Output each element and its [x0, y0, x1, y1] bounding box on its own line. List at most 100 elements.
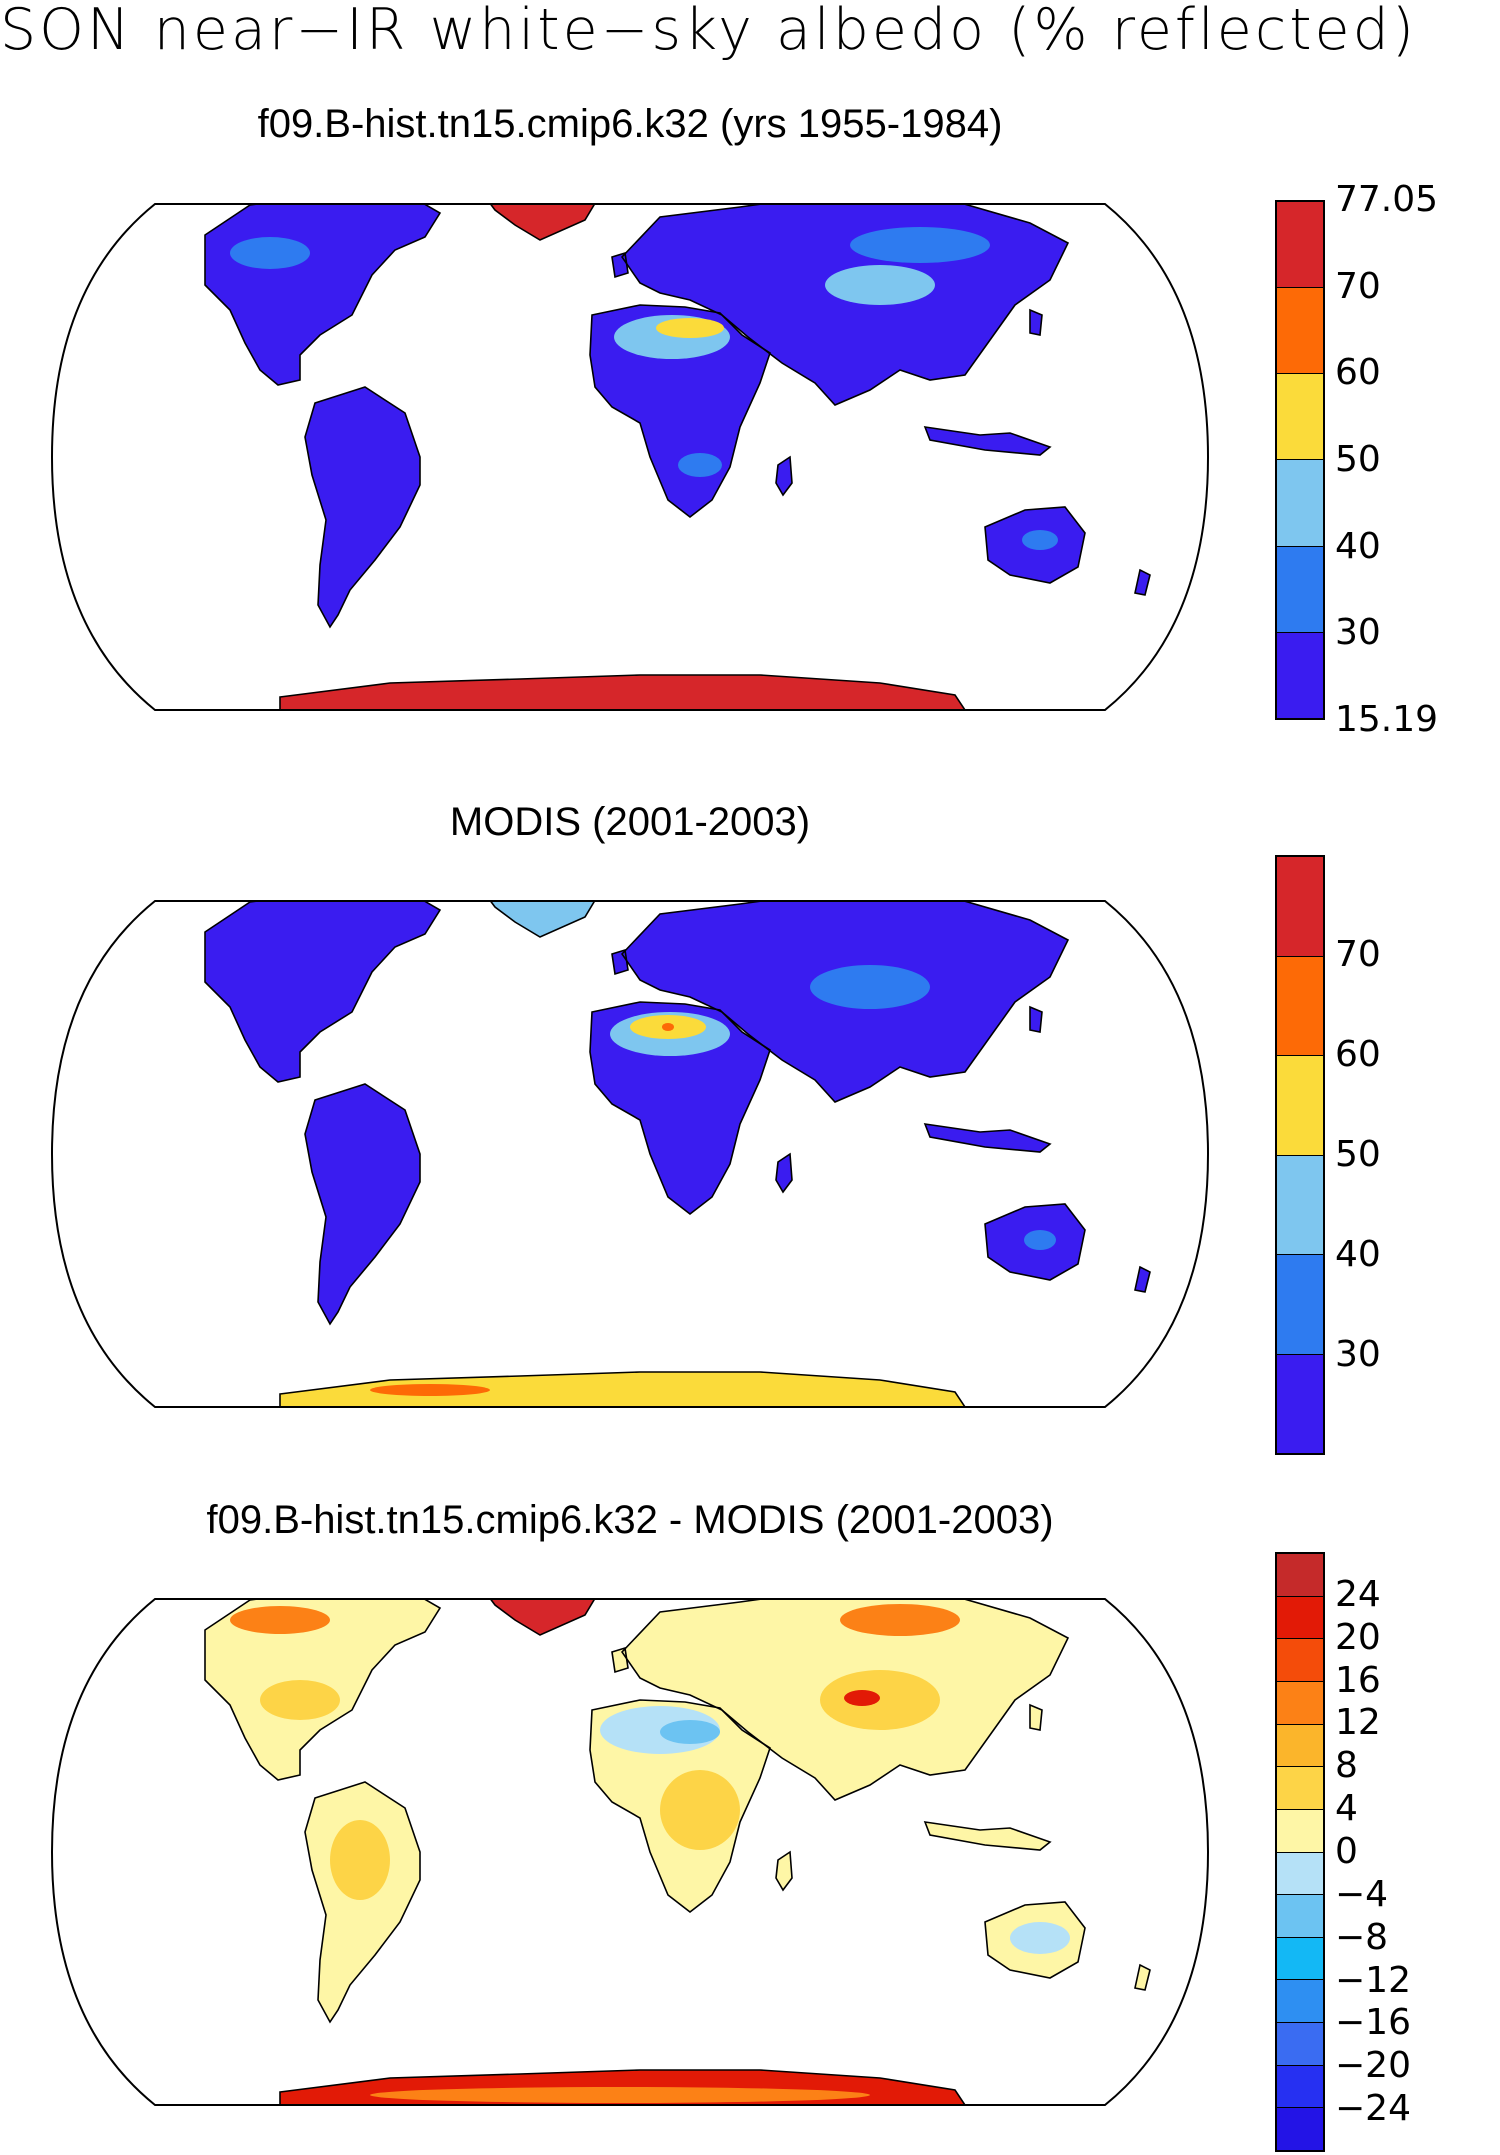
value-patch	[820, 1670, 940, 1730]
coastline	[304, 386, 421, 629]
value-patch	[230, 237, 310, 269]
colorbar-segment	[1277, 1055, 1323, 1155]
colorbar-tick-label: 70	[1335, 265, 1381, 307]
coastline	[279, 1371, 967, 1407]
landmass-southAmerica	[305, 1084, 420, 1324]
colorbar-segment	[1277, 1254, 1323, 1354]
colorbar-tick-label: −24	[1335, 2088, 1411, 2130]
figure-title: SON near−IR white−sky albedo (% reflecte…	[0, 0, 1418, 63]
colorbar-segment	[1277, 1979, 1323, 2023]
coastline	[304, 1083, 421, 1326]
coastline	[304, 1781, 421, 2024]
colorbar-tick-label: −4	[1335, 1873, 1389, 1915]
landmass-madagascar	[776, 1852, 792, 1890]
value-patch	[1024, 1230, 1056, 1250]
coastline	[279, 674, 967, 710]
coastline	[279, 2069, 967, 2105]
landmass-indonesia	[925, 1822, 1050, 1850]
landmass-africa	[590, 305, 770, 517]
colorbar-tick-label: −8	[1335, 1916, 1389, 1958]
value-patch	[1022, 530, 1058, 550]
colorbar-segment	[1277, 631, 1323, 718]
coastline	[1134, 568, 1151, 596]
colorbar-segment	[1277, 287, 1323, 374]
value-patch	[850, 227, 990, 263]
map-modis-albedo	[50, 900, 1210, 1408]
coastline	[620, 901, 1070, 1103]
value-patch	[330, 1820, 390, 1900]
colorbar-tick-label: 50	[1335, 1134, 1381, 1175]
coastline	[611, 1646, 629, 1674]
colorbar-segment	[1277, 1723, 1323, 1767]
panel-title-modis: MODIS (2001-2003)	[449, 800, 811, 844]
value-patch	[678, 453, 722, 477]
coastline	[984, 1901, 1086, 1979]
colorbar-segment	[1277, 2107, 1323, 2150]
landmass-indonesia	[925, 1124, 1050, 1152]
landmass-northAmerica	[205, 901, 440, 1082]
colorbar-segment	[1277, 1680, 1323, 1724]
coastline	[204, 204, 442, 386]
coastline	[478, 204, 602, 241]
landmass-northAmerica	[205, 1599, 440, 1780]
value-patch	[844, 1690, 880, 1706]
colorbar-tick-label: 0	[1335, 1831, 1358, 1872]
colorbar-segment	[1277, 2022, 1323, 2065]
colorbar-model	[1275, 200, 1325, 720]
coastline	[204, 901, 442, 1083]
coastline	[611, 251, 629, 279]
colorbar-tick-label: 70	[1335, 934, 1381, 975]
colorbar-segment	[1277, 201, 1323, 288]
panel-title-model: f09.B-hist.tn15.cmip6.k32 (yrs 1955-1984…	[257, 102, 1003, 146]
colorbar-tick-label: 60	[1335, 352, 1381, 394]
map-difference	[50, 1598, 1210, 2106]
colorbar-tick-label: 20	[1335, 1616, 1381, 1658]
colorbar-tick-label: 12	[1335, 1702, 1381, 1744]
colorbar-segment	[1277, 545, 1323, 632]
landmass-southAmerica	[305, 387, 420, 627]
coastline	[589, 1699, 771, 1914]
colorbar-tick-label: 4	[1335, 1788, 1358, 1830]
map-border	[50, 1598, 1210, 2106]
colorbar-tick-label: −12	[1335, 1959, 1411, 2001]
coastline	[620, 1599, 1070, 1801]
coastline	[775, 455, 793, 497]
colorbar-difference	[1275, 1552, 1325, 2152]
colorbar-segment	[1277, 955, 1323, 1055]
value-patch	[656, 318, 724, 338]
coastline	[1029, 1005, 1043, 1033]
colorbar-tick-label: 50	[1335, 439, 1381, 480]
landmass-greenland	[480, 1599, 600, 1635]
colorbar-tick-label: 40	[1335, 525, 1381, 567]
landmass-africa	[590, 1002, 770, 1214]
landmass-indonesia	[925, 427, 1050, 455]
colorbar-tick-label: 77.05	[1335, 179, 1439, 220]
colorbar-tick-label: −20	[1335, 2045, 1411, 2087]
colorbar-segment	[1277, 2064, 1323, 2108]
coastline	[984, 1203, 1086, 1281]
colorbar-tick-label: 16	[1335, 1659, 1381, 1701]
colorbar-segment	[1277, 1154, 1323, 1254]
coastline	[589, 1001, 771, 1216]
colorbar-tick-label: 30	[1335, 1334, 1381, 1375]
coastline	[620, 204, 1070, 406]
landmass-greenland	[480, 901, 600, 937]
coastline	[984, 506, 1086, 584]
coastline	[589, 304, 771, 519]
value-patch	[825, 265, 935, 305]
colorbar-segment	[1277, 1638, 1323, 1681]
colorbar-tick-label: 60	[1335, 1034, 1381, 1075]
coastline	[1134, 1265, 1151, 1293]
colorbar-segment	[1277, 1894, 1323, 1937]
coastline	[478, 901, 602, 938]
coastline	[775, 1850, 793, 1892]
colorbar-tick-label: 30	[1335, 612, 1381, 654]
landmass-japan	[1030, 310, 1042, 335]
landmass-madagascar	[776, 1154, 792, 1192]
colorbar-segment	[1277, 1808, 1323, 1852]
colorbar-segment	[1277, 373, 1323, 460]
panel-title-difference: f09.B-hist.tn15.cmip6.k32 - MODIS (2001-…	[206, 1498, 1054, 1542]
value-patch	[660, 1720, 720, 1744]
coastline	[204, 1599, 442, 1781]
landmass-japan	[1030, 1705, 1042, 1730]
